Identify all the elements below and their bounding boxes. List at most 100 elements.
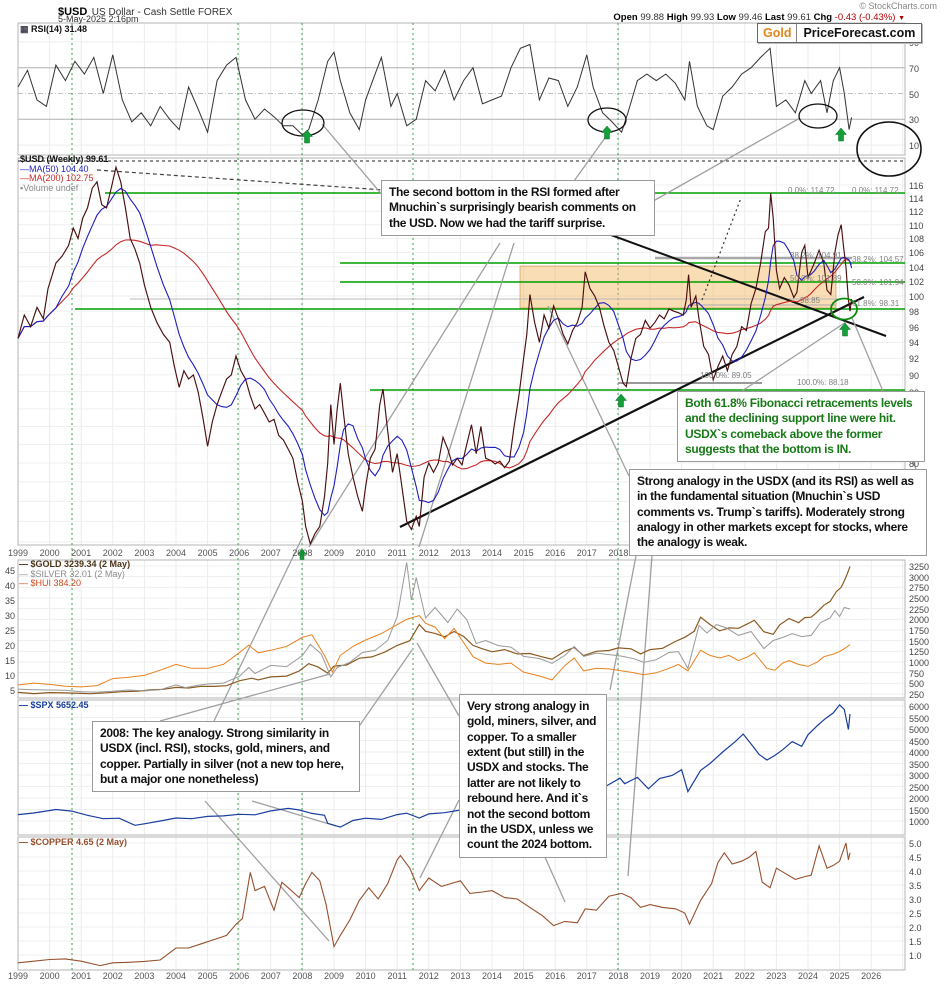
year-label: 2018 [608, 548, 629, 558]
copper-tick: 3.5 [909, 881, 922, 891]
year-label: 2014 [481, 971, 503, 981]
copper-tick: 4.0 [909, 867, 922, 877]
spx-tick: 1500 [909, 805, 930, 816]
year-label: 2005 [197, 971, 218, 981]
usd-tick: 102 [909, 277, 925, 288]
year-label: 2026 [861, 971, 882, 981]
usd-tick: 96 [909, 322, 920, 333]
green-up-arrow [838, 322, 852, 337]
spx-legend: — $SPX 5652.45 [19, 700, 89, 710]
usd-tick: 90 [909, 370, 920, 381]
year-label: 2024 [797, 971, 819, 981]
copper-tick: 1.5 [909, 937, 922, 947]
year-label: 2007 [260, 971, 281, 981]
copper-legend: — $COPPER 4.65 (2 May) [19, 837, 128, 847]
spx-tick: 6000 [909, 702, 930, 712]
copper-tick: 2.0 [909, 923, 922, 933]
green-up-arrow [600, 125, 614, 140]
goldpriceforecast-badge[interactable]: Gold PriceForecast.com [757, 23, 923, 43]
chg-value: -0.43 (-0.43%) [834, 12, 896, 23]
year-label: 2012 [418, 971, 439, 981]
silver-tick: 45 [4, 566, 15, 576]
gold-tick: 1000 [909, 658, 930, 668]
copper-tick: 1.0 [909, 951, 922, 961]
year-label: 2020 [671, 971, 692, 981]
usd-tick: 108 [909, 234, 925, 245]
low-value: 99.46 [738, 12, 763, 23]
ohlc-readout: Open 99.88 High 99.93 Low 99.46 Last 99.… [613, 12, 905, 23]
year-label: 2000 [39, 971, 60, 981]
gold-line [17, 566, 851, 695]
year-label: 2010 [355, 548, 376, 558]
gold-legend-hui: — $HUI 384.20 [19, 578, 82, 588]
rsi-legend: ▦ RSI(14) 31.48 [20, 24, 88, 35]
usd-tick: 114 [909, 194, 924, 204]
year-label: 2022 [734, 971, 755, 981]
copper-line [17, 842, 851, 967]
fib-label-a: 100.0%: 89.05 [700, 371, 752, 380]
year-label: 2025 [829, 971, 850, 981]
usd-tick: 104 [909, 262, 925, 273]
year-label: 2014 [481, 548, 503, 558]
usd-tick: 112 [909, 207, 924, 218]
highlight-marks [281, 103, 922, 321]
usd-price-line [17, 165, 853, 546]
rsi-bottom-ellipse [281, 109, 325, 137]
low-label: Low [716, 12, 736, 23]
year-label: 2006 [229, 971, 250, 981]
spx-tick: 1000 [909, 817, 930, 827]
spx-tick: 2000 [909, 794, 930, 804]
ma50-line [17, 187, 853, 517]
silver-tick: 10 [4, 671, 15, 681]
chg-down-icon: ▼ [898, 15, 905, 22]
spx-tick: 3000 [909, 771, 930, 781]
usd-tick: 106 [909, 248, 925, 259]
last-value: 99.61 [787, 12, 811, 23]
gold-legend-gold: — $GOLD 3239.34 (2 May) [19, 559, 131, 569]
year-label: 2005 [197, 548, 218, 558]
silver-tick: 25 [4, 626, 15, 636]
badge-gold-label: Gold [758, 24, 798, 42]
year-label: 2015 [513, 971, 534, 981]
spx-tick: 2500 [909, 782, 930, 793]
spx-tick: 4500 [909, 736, 930, 747]
rsi-tick: 10 [909, 141, 920, 152]
chart-header: $USD US Dollar - Cash Settle FOREX [58, 2, 232, 20]
silver-tick: 5 [9, 686, 15, 696]
fib-label-a: 50.0%: 101.89 [790, 274, 842, 283]
usd-tick: 116 [909, 181, 924, 191]
chg-label: Chg [813, 12, 833, 23]
gold-legend: — $GOLD 3239.34 (2 May) — $SILVER 32.01 … [19, 559, 131, 589]
year-label: 2001 [71, 971, 92, 981]
gold-tick: 500 [909, 679, 925, 690]
chart-datetime: 5-May-2025 2:16pm [58, 14, 139, 24]
fib-label-b: 100.0%: 88.18 [797, 378, 849, 387]
copyright-label: © StockCharts.com [859, 1, 937, 11]
year-label: 2018 [608, 971, 629, 981]
silver-line [17, 562, 851, 693]
year-label: 2017 [576, 971, 597, 981]
year-label: 2011 [387, 971, 407, 981]
signal-arrows [297, 125, 852, 560]
gold-tick: 3000 [909, 572, 930, 583]
consolidation-zone [519, 265, 837, 309]
annotation-2008-key-analogy: 2008: The key analogy. Strong similarity… [92, 721, 360, 793]
usd-legend-volume: ▪Volume undef [20, 182, 79, 193]
spx-tick: 4000 [909, 748, 930, 758]
ma200-line [17, 239, 853, 470]
annotation-fibonacci-hit: Both 61.8% Fibonacci retracements levels… [677, 391, 925, 463]
symbol-description: US Dollar - Cash Settle FOREX [91, 7, 233, 18]
silver-tick: 20 [4, 641, 15, 651]
copper-tick: 3.0 [909, 895, 922, 905]
badge-site-label: PriceForecast.com [803, 26, 916, 40]
rsi-tick: 70 [909, 63, 920, 74]
fib-label-b: 61.8%: 98.31 [852, 299, 900, 308]
symbol-label: $USD [58, 6, 88, 18]
year-label: 2008 [292, 548, 313, 558]
usd-tick: 94 [909, 338, 920, 349]
gold-tick: 3250 [909, 561, 930, 572]
spx-tick: 5000 [909, 725, 930, 735]
rsi-legend-label: RSI(14) 31.48 [31, 24, 88, 34]
last-label: Last [764, 12, 785, 23]
